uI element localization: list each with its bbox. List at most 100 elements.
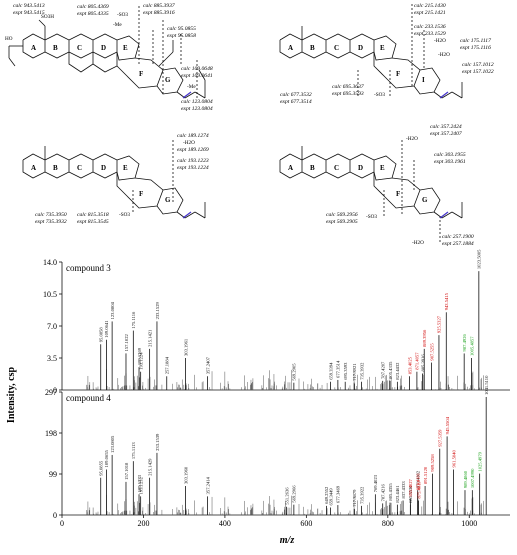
frag-expt: expt 233.1529 xyxy=(414,31,446,37)
ring-label-A: A xyxy=(288,164,293,172)
peak-label: 891.5120 xyxy=(423,466,428,484)
ring-label-G: G xyxy=(165,76,171,84)
peak-label: 215.1421 xyxy=(147,329,152,347)
peak-label: 695.3593 xyxy=(343,362,348,380)
peak-label: 961.5040 xyxy=(451,450,456,468)
frag-calc: calc 109.0648 xyxy=(181,66,213,72)
so3h-label: SO3H xyxy=(41,14,54,20)
frag-expt: expt 677.3514 xyxy=(280,99,312,105)
frag-expt: expt 695.3593 xyxy=(332,91,364,97)
h2o-label: -H2O xyxy=(406,136,418,142)
peak-label: 95.0858 xyxy=(99,327,104,343)
peak-label: 853.4025 xyxy=(407,356,412,374)
frag-calc: calc 735.3950 xyxy=(35,212,67,218)
ring-label-A: A xyxy=(288,44,293,52)
x-tick-label: 800 xyxy=(382,519,394,528)
peak-label: 157.1022 xyxy=(124,333,129,351)
peak-label: 805.4335 xyxy=(388,361,393,379)
peak-label: 175.1116 xyxy=(131,311,136,329)
peak-label: 945.5504 xyxy=(445,416,450,434)
so3-label: -SO3 xyxy=(366,214,377,220)
ring-label-C: C xyxy=(334,44,339,52)
peak-label: 885.3916 xyxy=(420,354,425,372)
peak-label: 303.1961 xyxy=(183,338,188,356)
ring-label-E: E xyxy=(123,44,128,52)
frag-expt: expt 569.2905 xyxy=(326,219,358,225)
so3-label: -SO3 xyxy=(374,92,385,98)
ring-label-F: F xyxy=(396,190,400,198)
frag-calc: calc 303.1955 xyxy=(434,152,466,158)
peak-label: 889.3956 xyxy=(422,329,427,347)
peak-label: 175.1113 xyxy=(131,442,136,460)
plot-title: compound 3 xyxy=(66,263,111,273)
peak-label: 109.0641 xyxy=(104,320,109,338)
y-axis-label: Intensity, csp xyxy=(6,367,17,424)
y-tick-label: 99 xyxy=(49,470,57,479)
y-tick-label: 0 xyxy=(53,386,57,395)
peak-label: 357.2407 xyxy=(205,356,210,374)
ho-label: HO xyxy=(5,36,13,42)
peak-label: 123.0804 xyxy=(110,301,115,319)
x-tick-label: 400 xyxy=(219,519,231,528)
frag-calc: calc 233.1536 xyxy=(414,24,446,30)
ring-label-C: C xyxy=(77,164,82,172)
h2o-label: -H2O xyxy=(438,52,450,58)
frag-calc: calc 257.1900 xyxy=(442,234,474,240)
x-tick-label: 600 xyxy=(300,519,312,528)
structure-2: A B C D E F I -H2O -H2O -SO3 calc 215.14… xyxy=(279,3,494,105)
x-axis-label: m/z xyxy=(280,535,295,546)
peak-label: 989.4860 xyxy=(463,470,468,488)
peak-label: 927.5359 xyxy=(438,429,443,447)
peak-label: 1025.4979 xyxy=(477,451,482,471)
ring-label-D: D xyxy=(101,44,106,52)
peak-label: 925.5327 xyxy=(437,315,442,333)
so3-label: -SO3 xyxy=(117,12,128,18)
peak-label: 659.3449 xyxy=(328,488,333,506)
peak-label: 123.0805 xyxy=(110,435,115,453)
plot-title: compound 4 xyxy=(66,393,111,403)
ring-label-D: D xyxy=(101,164,106,172)
h2o-label: -H2O xyxy=(434,38,446,44)
peak-label: 1041.5110 xyxy=(484,375,489,395)
peak-label: 193.1232 xyxy=(138,476,143,494)
frag-calc: calc 357.2424 xyxy=(430,124,462,130)
structure-4: A B C D E F G -H2O -H2O -SO3 calc 357.24… xyxy=(279,124,474,247)
y-tick-label: 198 xyxy=(45,429,57,438)
structure-3: A B C D E F G -H2O -SO3 calc 189.1274 ex… xyxy=(22,133,209,225)
ring-label-D: D xyxy=(358,164,363,172)
frag-expt: expt 885.3916 xyxy=(143,10,175,16)
peak-label: 717.3879 xyxy=(352,489,357,507)
peak-label: 769.4023 xyxy=(373,474,378,492)
frag-expt: expt 215.1421 xyxy=(414,10,446,16)
x-tick-label: 0 xyxy=(60,519,64,528)
ring-label-C: C xyxy=(334,164,339,172)
frag-expt: expt 943.5415 xyxy=(13,10,45,16)
frag-expt: expt 805.4335 xyxy=(77,11,109,17)
frag-calc: calc 123.0804 xyxy=(181,99,213,105)
peak-label: 551.2636 xyxy=(284,487,289,505)
ring-label-A: A xyxy=(31,44,36,52)
y-tick-label: 10.5 xyxy=(43,290,57,299)
h2o-label: -H2O xyxy=(183,140,195,146)
peak-label: 837.4333 xyxy=(401,481,406,499)
ring-label-A: A xyxy=(31,164,36,172)
peak-label: 1023.5005 xyxy=(477,249,482,269)
peak-label: 303.1960 xyxy=(183,466,188,484)
ring-label-B: B xyxy=(310,44,315,52)
peak-label: 569.2905 xyxy=(292,363,297,381)
peak-label: 873.4181 xyxy=(416,472,421,490)
peak-label: 907.5255 xyxy=(429,343,434,361)
frag-calc: calc 805.4369 xyxy=(77,4,109,10)
frag-calc: calc 943.5413 xyxy=(13,3,45,9)
frag-expt: expt 123.0804 xyxy=(181,106,213,112)
frag-expt: expt 189.1269 xyxy=(177,147,209,153)
frag-calc: calc 157.1012 xyxy=(462,62,494,68)
x-tick-label: 200 xyxy=(137,519,149,528)
ring-label-E: E xyxy=(380,44,385,52)
frag-expt: expt 303.1961 xyxy=(434,159,466,165)
peak-label: 717.3921 xyxy=(352,363,357,381)
x-tick-label: 1000 xyxy=(461,519,477,528)
peak-label: 677.3514 xyxy=(336,360,341,378)
peak-label: 193.1224 xyxy=(138,352,143,370)
frag-expt: expt 735.3932 xyxy=(35,219,67,225)
